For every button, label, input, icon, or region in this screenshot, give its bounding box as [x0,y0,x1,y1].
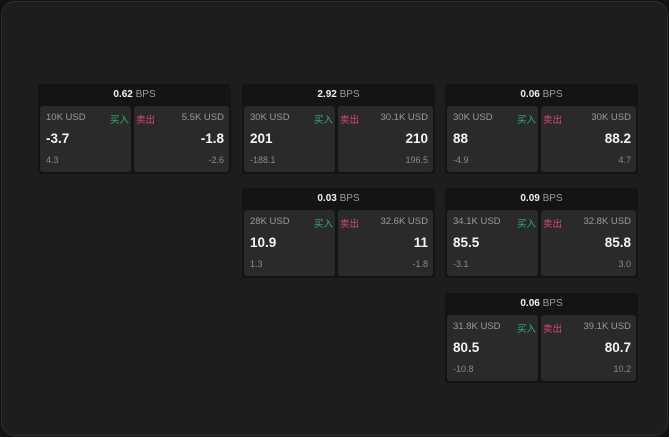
ask-price: -1.8 [200,131,224,146]
bid-change: -188.1 [250,155,276,165]
spread-unit: BPS [542,89,563,100]
spread-header: 2.92 BPS [242,84,435,105]
spread-unit: BPS [339,193,360,204]
ask-size: 39.1K USD [583,321,631,332]
buy-button[interactable]: 10K USD 买入 -3.7 4.3 [40,106,131,172]
buy-label: 买入 [313,219,333,230]
ask-change: 196.5 [405,155,428,165]
spread-unit: BPS [135,89,156,100]
ask-price: 88.2 [604,131,631,146]
bid-price: 85.5 [453,235,480,250]
spread-header: 0.06 BPS [445,293,638,314]
ask-change: -1.8 [412,259,428,269]
bid-size: 10K USD [46,112,86,123]
sell-label: 卖出 [136,115,156,126]
spread-header: 0.06 BPS [445,84,638,105]
spread-value: 0.62 [113,89,133,100]
quote-panel: 2.92 BPS 30K USD 买入 201 -188.1 卖出 30.1K … [242,84,435,174]
buy-label: 买入 [516,219,536,230]
buy-button[interactable]: 30K USD 买入 201 -188.1 [244,106,335,172]
buy-button[interactable]: 34.1K USD 买入 85.5 -3.1 [447,210,538,276]
sell-label: 卖出 [340,115,360,126]
quote-panel: 0.03 BPS 28K USD 买入 10.9 1.3 卖出 32.6K US… [242,188,435,278]
ask-change: 10.2 [613,364,631,374]
ask-change: 3.0 [618,259,631,269]
ask-price: 210 [405,131,428,146]
spread-value: 0.09 [520,193,540,204]
buy-label: 买入 [313,115,333,126]
bid-price: 201 [250,131,273,146]
quote-panel: 0.62 BPS 10K USD 买入 -3.7 4.3 卖出 5.5K USD… [38,84,231,174]
spread-header: 0.03 BPS [242,188,435,209]
bid-size: 30K USD [453,112,493,123]
bid-price: 10.9 [250,235,277,250]
bid-size: 30K USD [250,112,290,123]
bid-change: 4.3 [46,155,59,165]
sell-button[interactable]: 卖出 5.5K USD -1.8 -2.6 [134,106,229,172]
spread-value: 0.06 [520,298,540,309]
ask-price: 11 [413,235,428,250]
sell-label: 卖出 [543,324,563,335]
bid-change: -4.9 [453,155,469,165]
bid-price: -3.7 [46,131,70,146]
ask-change: -2.6 [208,155,224,165]
ask-change: 4.7 [618,155,631,165]
sell-button[interactable]: 卖出 30.1K USD 210 196.5 [338,106,433,172]
ask-size: 30K USD [591,112,631,123]
ask-price: 85.8 [604,235,631,250]
bid-size: 31.8K USD [453,321,501,332]
sell-button[interactable]: 卖出 39.1K USD 80.7 10.2 [541,315,636,381]
sell-button[interactable]: 卖出 32.6K USD 11 -1.8 [338,210,433,276]
spread-header: 0.09 BPS [445,188,638,209]
sell-button[interactable]: 卖出 30K USD 88.2 4.7 [541,106,636,172]
sell-button[interactable]: 卖出 32.8K USD 85.8 3.0 [541,210,636,276]
spread-unit: BPS [339,89,360,100]
buy-button[interactable]: 30K USD 买入 88 -4.9 [447,106,538,172]
buy-button[interactable]: 31.8K USD 买入 80.5 -10.8 [447,315,538,381]
bid-size: 28K USD [250,216,290,227]
buy-label: 买入 [516,115,536,126]
spread-header: 0.62 BPS [38,84,231,105]
sell-label: 卖出 [543,115,563,126]
bid-size: 34.1K USD [453,216,501,227]
ask-size: 32.8K USD [583,216,631,227]
sell-label: 卖出 [340,219,360,230]
quote-panel: 0.06 BPS 30K USD 买入 88 -4.9 卖出 30K USD 8… [445,84,638,174]
spread-value: 0.03 [317,193,337,204]
quote-panel: 0.09 BPS 34.1K USD 买入 85.5 -3.1 卖出 32.8K… [445,188,638,278]
bid-change: -3.1 [453,259,469,269]
ask-size: 30.1K USD [380,112,428,123]
ask-size: 32.6K USD [380,216,428,227]
bid-price: 88 [453,131,469,146]
buy-label: 买入 [109,115,129,126]
buy-label: 买入 [516,324,536,335]
spread-unit: BPS [542,193,563,204]
bid-change: -10.8 [453,364,474,374]
quote-panel: 0.06 BPS 31.8K USD 买入 80.5 -10.8 卖出 39.1… [445,293,638,383]
spread-value: 2.92 [317,89,337,100]
spread-value: 0.06 [520,89,540,100]
ask-price: 80.7 [604,340,631,355]
sell-label: 卖出 [543,219,563,230]
ask-size: 5.5K USD [181,112,224,123]
bid-change: 1.3 [250,259,263,269]
buy-button[interactable]: 28K USD 买入 10.9 1.3 [244,210,335,276]
bid-price: 80.5 [453,340,480,355]
spread-unit: BPS [542,298,563,309]
